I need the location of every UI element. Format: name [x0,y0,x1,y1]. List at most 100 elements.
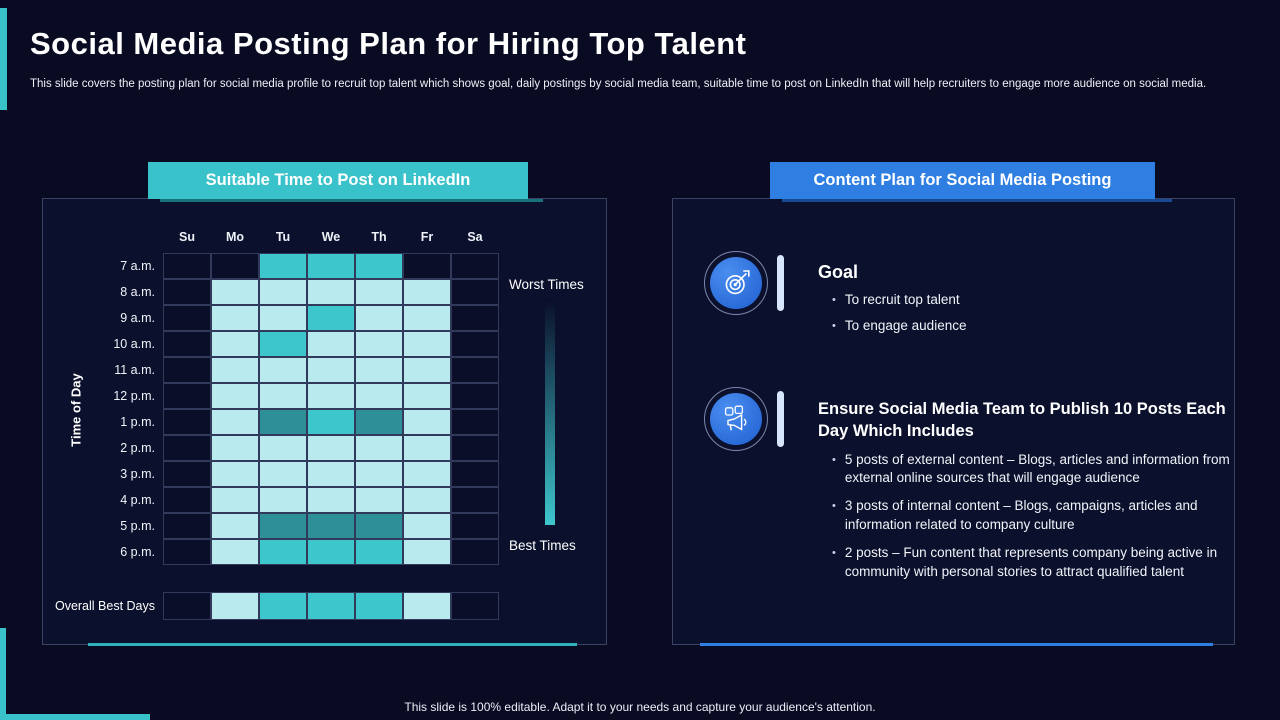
heatmap-panel-bottom-line [88,643,577,646]
heatmap-cell [163,539,211,565]
heatmap-cell [163,357,211,383]
time-label: 11 a.m. [114,363,155,377]
heatmap-cell [355,331,403,357]
heatmap-cell [451,331,499,357]
bullet-item: • To recruit top talent [832,291,1198,310]
top-left-accent-bar [0,8,7,110]
heatmap-cell [259,539,307,565]
heatmap-cell [307,461,355,487]
heatmap-cell [403,487,451,513]
heatmap-cell [451,383,499,409]
heatmap-cell [307,539,355,565]
heatmap-cell [307,253,355,279]
publish-bullet-list: • 5 posts of external content – Blogs, ar… [818,451,1232,582]
heatmap-cell [211,461,259,487]
time-label: 5 p.m. [120,519,155,533]
heatmap-cell [451,487,499,513]
day-label: Th [371,230,387,244]
heatmap-cell [163,487,211,513]
heatmap-cell [259,513,307,539]
heatmap-cell [451,357,499,383]
heatmap-cell [355,461,403,487]
time-label: 8 a.m. [120,285,155,299]
bullet-text: 2 posts – Fun content that represents co… [844,545,1218,579]
page-subtitle: This slide covers the posting plan for s… [30,78,1207,90]
content-panel-bottom-line [700,643,1213,646]
heatmap-cell [403,279,451,305]
publish-section-divider-pill [777,391,784,447]
goal-icon-ring [704,251,768,315]
heatmap-cell [451,305,499,331]
heatmap-cell [163,253,211,279]
overall-day-cell [259,592,307,620]
heatmap-cell [211,279,259,305]
heatmap-cell [307,331,355,357]
heatmap-cell [259,253,307,279]
heatmap-cell [307,435,355,461]
heatmap-cell [355,409,403,435]
bullet-marker: • [832,453,836,466]
heatmap-cell [403,539,451,565]
content-header-underline [782,199,1172,202]
heatmap-cell [451,409,499,435]
heatmap-y-axis-label: Time of Day [68,373,84,447]
day-label: We [321,230,341,244]
day-label: Mo [225,230,245,244]
heatmap-cell [211,331,259,357]
heatmap-cell [259,357,307,383]
heatmap-cell [355,435,403,461]
heatmap-cell [355,253,403,279]
heatmap-cell [211,539,259,565]
heatmap-grid [163,253,499,565]
content-panel-header: Content Plan for Social Media Posting [770,162,1155,199]
overall-best-days-row [163,592,499,620]
heatmap-cell [403,383,451,409]
heatmap-cell [451,279,499,305]
goal-section: Goal • To recruit top talent • To engage au… [818,262,1198,343]
day-label: Fr [420,230,434,244]
heatmap-cell [211,487,259,513]
bottom-left-accent-horizontal [0,714,150,720]
heatmap-cell [307,513,355,539]
target-dart-icon [710,257,762,309]
overall-day-cell [403,592,451,620]
heatmap-cell [403,409,451,435]
heatmap-cell [451,513,499,539]
heatmap-cell [307,409,355,435]
heatmap-cell [403,435,451,461]
day-label: Sa [467,230,483,244]
time-label: 12 p.m. [113,389,155,403]
heatmap-cell [163,409,211,435]
bullet-text: To recruit top talent [844,292,960,307]
heatmap-cell [259,305,307,331]
goal-bullet-list: • To recruit top talent • To engage audienc… [818,291,1198,336]
overall-day-cell [163,592,211,620]
heatmap-cell [403,461,451,487]
bullet-item: • 2 posts – Fun content that represents c… [832,544,1232,582]
heatmap-cell [355,487,403,513]
day-label: Tu [275,230,291,244]
time-label: 3 p.m. [120,467,155,481]
heatmap-cell [211,435,259,461]
heatmap-cell [259,409,307,435]
bullet-marker: • [832,319,836,332]
heatmap-cell [211,383,259,409]
heatmap-cell [211,357,259,383]
heatmap-cell [307,305,355,331]
heatmap-cell [451,253,499,279]
heatmap-cell [211,409,259,435]
overall-day-cell [451,592,499,620]
bullet-item: • To engage audience [832,317,1198,336]
heatmap-cell [451,435,499,461]
bullet-item: • 5 posts of external content – Blogs, ar… [832,451,1232,489]
heatmap-cell [163,305,211,331]
heatmap-cell [211,305,259,331]
heatmap-cell [259,279,307,305]
overall-day-cell [211,592,259,620]
heatmap-cell [355,305,403,331]
heatmap-cell [451,539,499,565]
time-label: 1 p.m. [120,415,155,429]
legend-gradient-bar [545,299,555,525]
heatmap-cell [163,513,211,539]
